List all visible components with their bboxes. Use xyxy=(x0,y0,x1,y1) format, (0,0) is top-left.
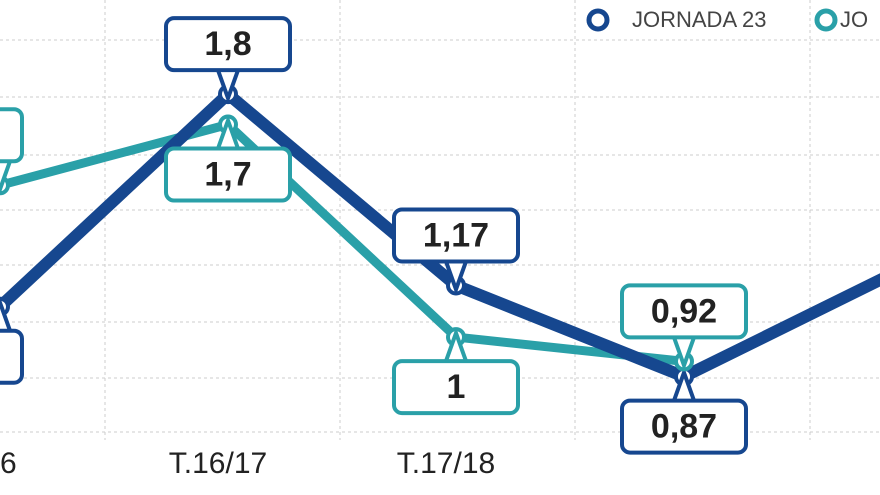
label-pointer xyxy=(216,69,240,105)
series-line xyxy=(0,120,685,366)
label-box xyxy=(392,207,520,264)
legend-label: JO xyxy=(840,7,868,32)
value-label: 0,92 xyxy=(651,292,717,330)
value-label: 0,87 xyxy=(651,408,717,446)
value-label: 1,8 xyxy=(204,25,251,63)
label-pointer xyxy=(0,160,12,196)
label-box xyxy=(0,107,24,164)
value-label: 1,17 xyxy=(423,216,489,254)
legend-marker xyxy=(814,8,838,32)
label-pointer xyxy=(444,260,468,296)
label-pointer xyxy=(216,114,240,150)
value-label: 1,7 xyxy=(204,155,251,193)
label-box xyxy=(164,16,292,73)
label-pointer xyxy=(0,296,12,332)
value-label: 1 xyxy=(447,368,466,406)
legend-label: JORNADA 23 xyxy=(632,7,767,32)
x-tick-label: T.17/18 xyxy=(397,447,495,480)
label-pointer xyxy=(672,336,696,372)
label-box xyxy=(0,328,24,385)
label-box xyxy=(620,283,748,340)
label-box xyxy=(164,146,292,203)
label-pointer xyxy=(444,327,468,362)
x-tick-label: T.16/17 xyxy=(169,447,267,480)
label-box xyxy=(620,398,748,455)
legend-marker xyxy=(586,8,610,32)
x-tick-label: 16 xyxy=(0,447,17,480)
label-pointer xyxy=(672,366,696,402)
label-box xyxy=(392,359,520,416)
